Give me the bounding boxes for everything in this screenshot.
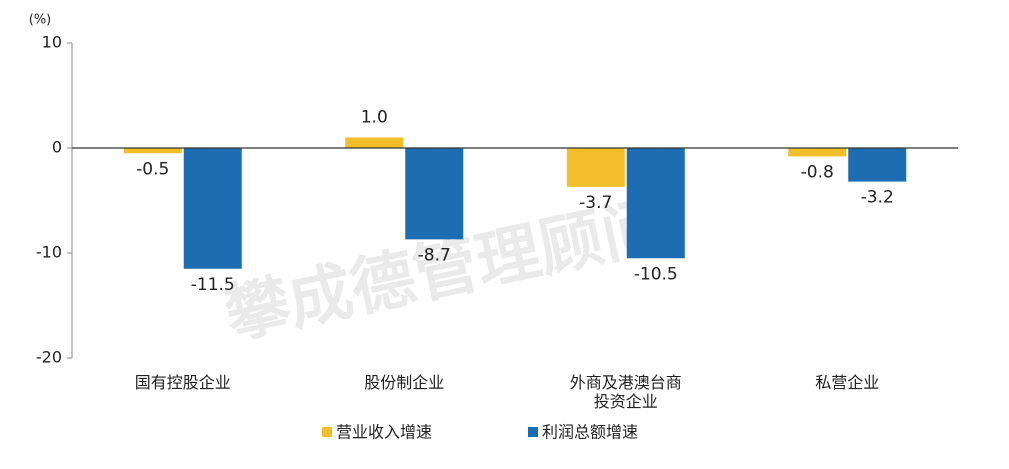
bar — [848, 148, 907, 182]
value-label: -8.7 — [418, 245, 451, 265]
x-tick-label: 外商及港澳台商投资企业 — [569, 373, 682, 411]
unit-label: (%) — [29, 13, 52, 28]
value-label: -3.7 — [579, 193, 612, 213]
bar — [788, 148, 847, 157]
legend-label: 利润总额增速 — [542, 423, 638, 442]
y-tick-label: -10 — [36, 243, 62, 262]
value-label: -3.2 — [861, 188, 894, 208]
bar — [626, 148, 685, 259]
x-tick-label: 股份制企业 — [364, 373, 445, 392]
bar — [566, 148, 625, 187]
y-tick-label: -20 — [36, 348, 62, 367]
value-label: 1.0 — [361, 108, 388, 128]
legend-swatch — [528, 427, 538, 437]
legend-swatch — [322, 427, 332, 437]
x-tick-label: 国有控股企业 — [134, 373, 231, 392]
bar — [123, 148, 182, 154]
x-tick-label: 私营企业 — [815, 373, 880, 392]
y-tick-label: 0 — [52, 138, 62, 157]
value-label: -0.5 — [136, 159, 169, 179]
bar — [345, 137, 404, 148]
value-label: -0.8 — [801, 162, 834, 182]
legend-label: 营业收入增速 — [336, 423, 432, 442]
y-tick-label: 10 — [42, 33, 62, 52]
value-label: -10.5 — [634, 264, 678, 284]
value-label: -11.5 — [191, 275, 235, 295]
bar — [183, 148, 242, 269]
bar — [405, 148, 464, 240]
